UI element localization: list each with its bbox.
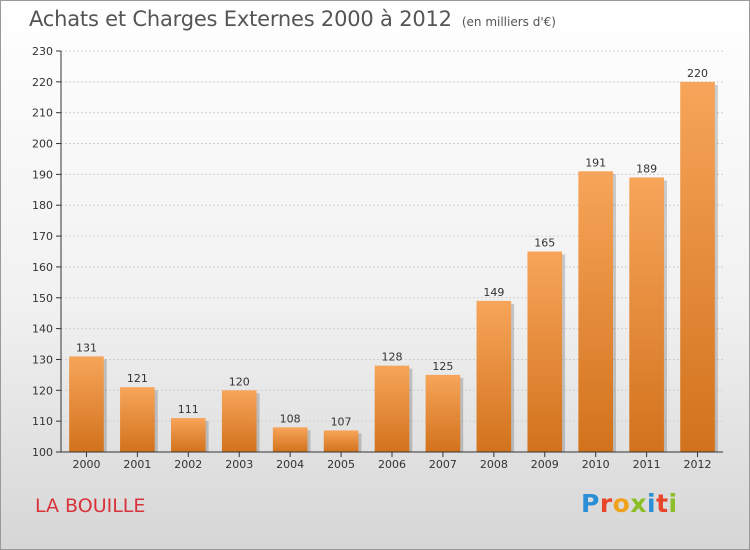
x-tick-label: 2000 [72,458,100,471]
y-tick-label: 180 [32,199,53,212]
x-tick-label: 2002 [174,458,202,471]
bar-value-label: 191 [585,156,606,169]
bar-value-label: 128 [382,351,403,364]
y-tick-label: 150 [32,292,53,305]
bar-value-label: 220 [687,67,708,80]
x-tick-label: 2011 [633,458,661,471]
bar-2006[interactable] [374,365,410,452]
y-tick-label: 170 [32,230,53,243]
chart-unit-note: (en milliers d'€) [461,15,556,29]
bar-value-label: 108 [280,412,301,425]
logo-letter: i [647,489,657,518]
y-tick-label: 120 [32,384,53,397]
bar-2000[interactable] [69,356,104,452]
bar-2002[interactable] [170,418,206,452]
bar-2010[interactable] [578,171,614,453]
y-tick-label: 110 [32,415,53,428]
bar-2012[interactable] [680,81,715,452]
x-tick-label: 2001 [123,458,151,471]
axis-layer: 100 110 120 130 140 150 160 170 180 190 200 210 220 2… [32,45,723,471]
y-tick-label: 210 [32,107,53,120]
chart-title: Achats et Charges Externes 2000 à 2012 [29,7,452,31]
x-tick-label: 2007 [429,458,457,471]
y-tick-label: 130 [32,353,53,366]
logo-letter: P [581,489,600,518]
proxiti-logo[interactable]: Proxiti [581,489,678,518]
bar-2005[interactable] [323,430,359,452]
bar-2007[interactable] [425,374,461,452]
place-name: LA BOUILLE [35,495,146,517]
y-tick-label: 160 [32,261,53,274]
bars-layer: 131 121 111 120 108 107 128 125 149 165 191 189 220 [69,67,718,453]
chart-title-block: Achats et Charges Externes 2000 à 2012 (e… [29,7,556,31]
x-tick-label: 2004 [276,458,304,471]
logo-letter: x [630,489,647,518]
logo-letter: r [599,489,613,518]
y-tick-label: 100 [32,446,53,459]
bar-2011[interactable] [629,177,664,452]
bar-value-label: 120 [229,375,250,388]
x-tick-label: 2012 [684,458,712,471]
bar-value-label: 125 [432,360,453,373]
bar-value-label: 149 [483,286,504,299]
x-tick-label: 2009 [531,458,559,471]
y-tick-label: 220 [32,76,53,89]
bar-value-label: 165 [534,237,555,250]
bar-value-label: 111 [178,403,199,416]
bar-2001[interactable] [120,387,155,452]
bar-value-label: 131 [76,341,97,354]
x-tick-label: 2003 [225,458,253,471]
x-tick-label: 2005 [327,458,355,471]
bar-value-label: 189 [636,162,657,175]
logo-letter: o [612,489,631,518]
y-tick-label: 200 [32,138,53,151]
bar-value-label: 121 [127,372,148,385]
y-tick-label: 140 [32,323,53,336]
bar-value-label: 107 [331,415,352,428]
bar-2008[interactable] [476,300,512,452]
logo-letter: i [668,489,678,518]
x-tick-label: 2010 [582,458,610,471]
x-tick-label: 2006 [378,458,406,471]
bar-2009[interactable] [527,251,563,453]
y-tick-label: 230 [32,45,53,58]
logo-letter: t [656,489,669,518]
y-tick-label: 190 [32,168,53,181]
bar-2003[interactable] [221,390,257,452]
bar-2004[interactable] [272,427,308,452]
x-tick-label: 2008 [480,458,508,471]
